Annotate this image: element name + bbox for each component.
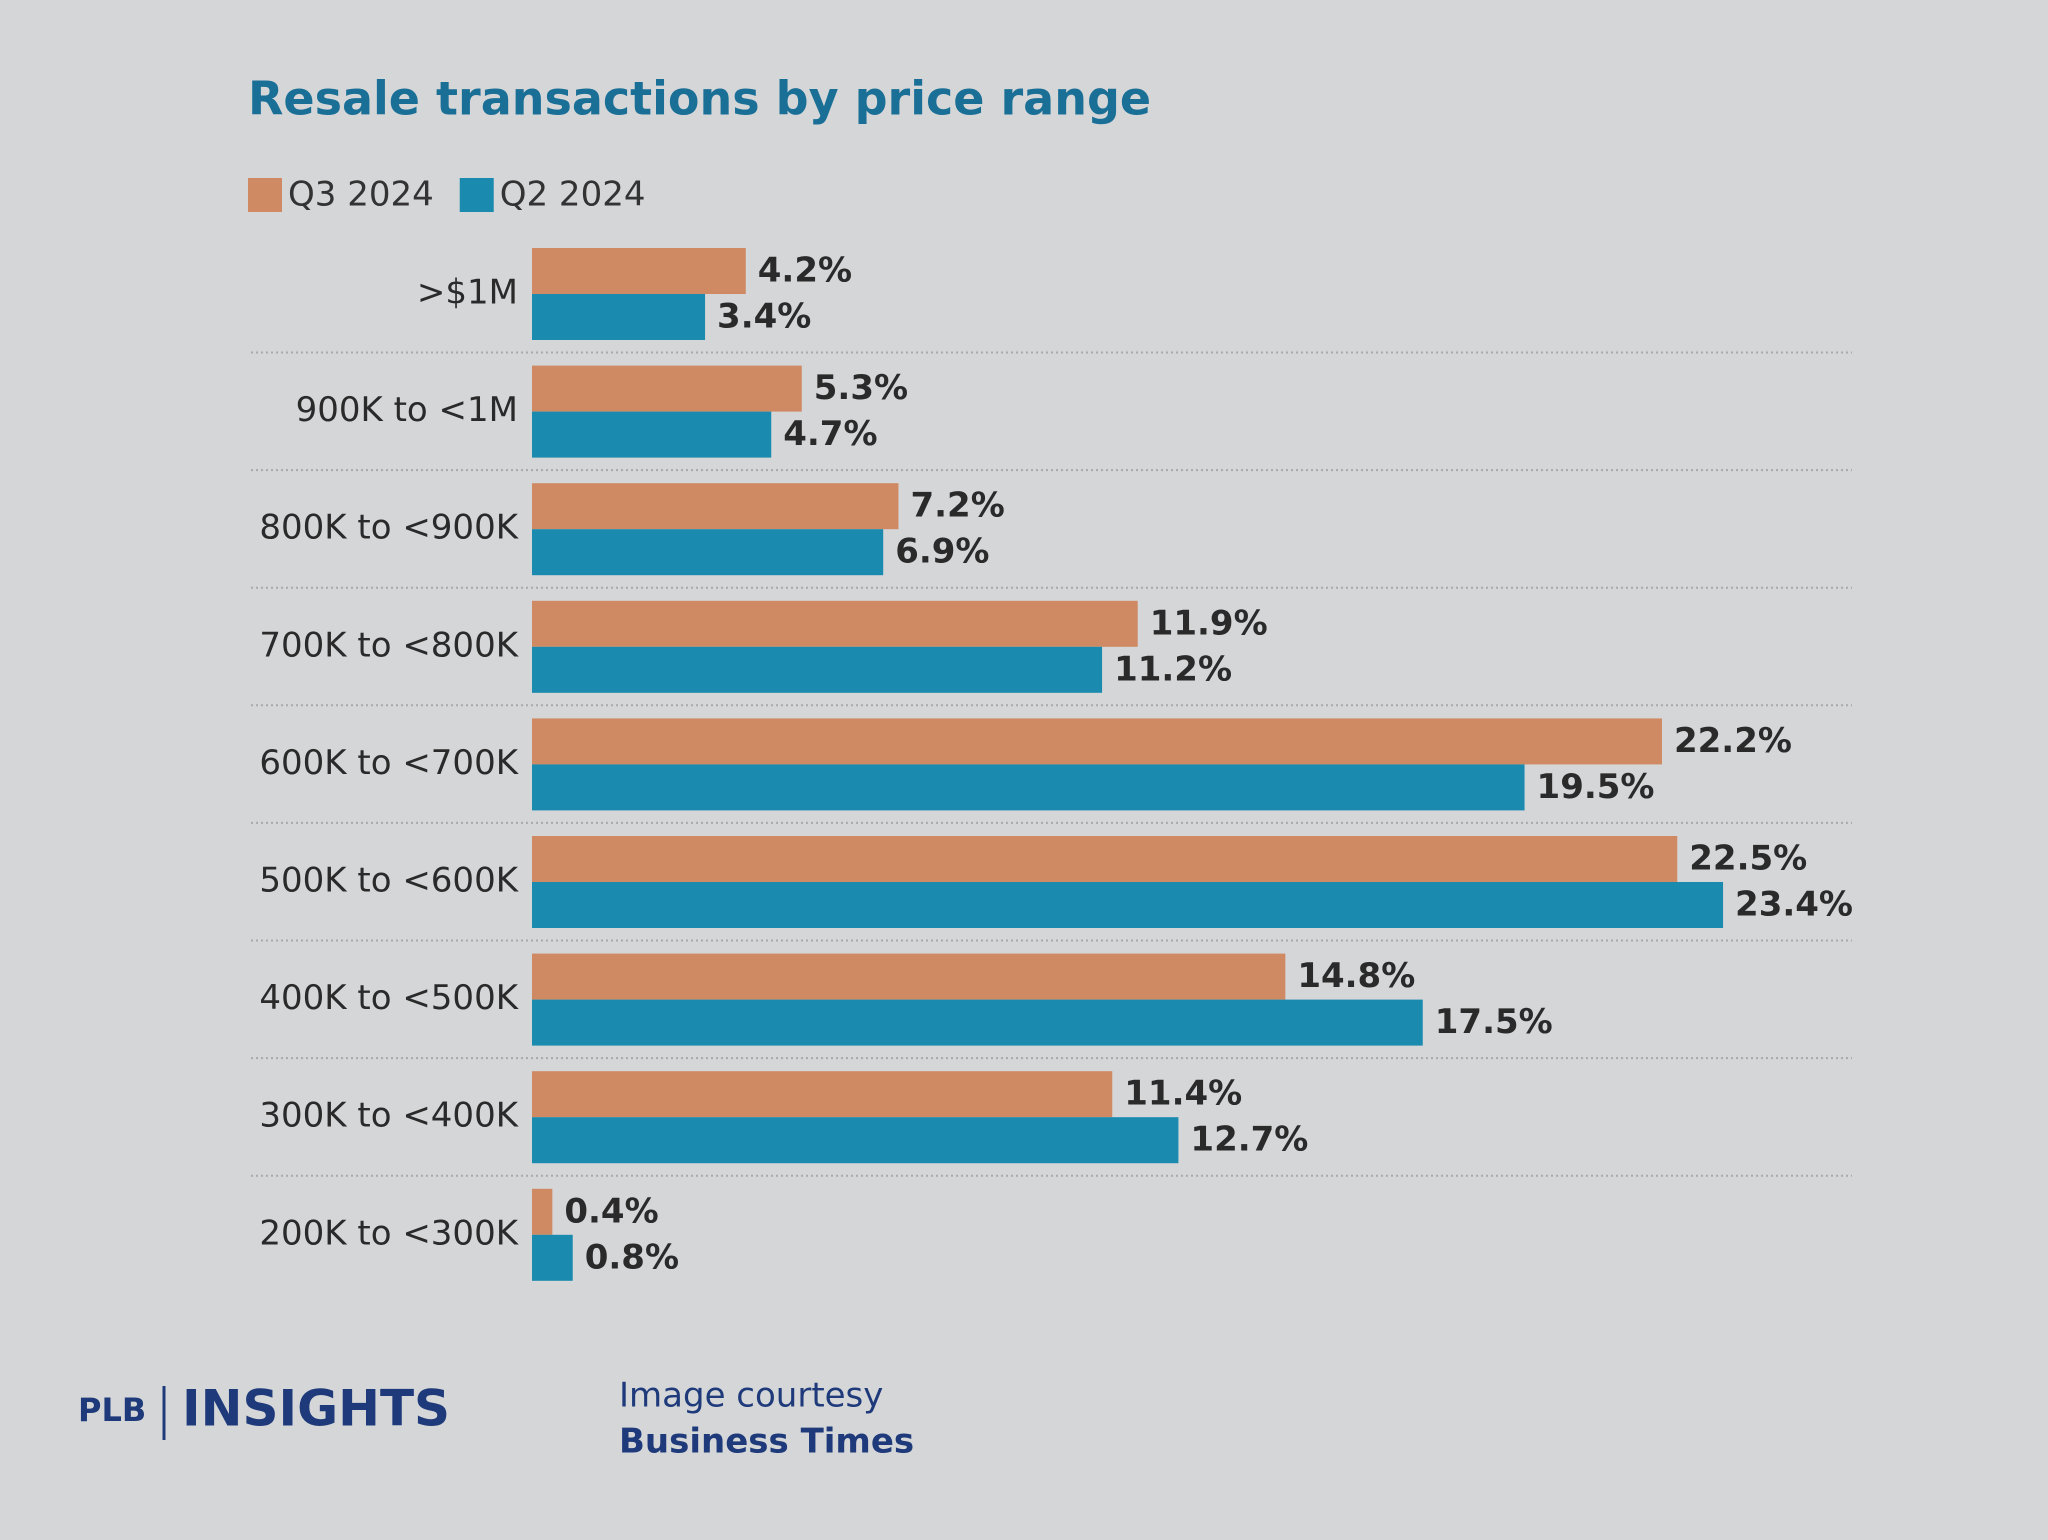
- bar: [532, 1234, 573, 1281]
- category-label: 600K to <700K: [259, 743, 519, 783]
- bar: [532, 1071, 1113, 1118]
- legend-swatch: [459, 178, 494, 212]
- bar: [532, 294, 706, 340]
- category-label: 400K to <500K: [259, 978, 519, 1018]
- bar: [532, 600, 1138, 647]
- value-label: 5.3%: [814, 368, 908, 408]
- value-label: 4.7%: [783, 414, 877, 454]
- brand: PLB: [78, 1391, 146, 1429]
- category-label: 300K to <400K: [259, 1096, 519, 1136]
- bar: [532, 953, 1286, 1000]
- value-label: 23.4%: [1735, 885, 1853, 925]
- value-label: 0.4%: [564, 1191, 658, 1231]
- bar: [532, 882, 1724, 928]
- category-label: 900K to <1M: [296, 390, 518, 430]
- product: INSIGHTS: [182, 1380, 450, 1438]
- bar: [532, 1188, 553, 1235]
- value-label: 0.8%: [585, 1237, 679, 1277]
- value-label: 14.8%: [1297, 956, 1415, 996]
- bar: [532, 999, 1423, 1046]
- value-label: 7.2%: [910, 486, 1004, 526]
- value-label: 11.2%: [1114, 649, 1232, 689]
- category-label: 500K to <600K: [259, 861, 519, 901]
- value-label: 22.2%: [1674, 721, 1792, 761]
- category-label: 800K to <900K: [259, 508, 519, 548]
- value-label: 3.4%: [717, 297, 811, 337]
- chart-title: Resale transactions by price range: [248, 72, 1151, 126]
- bar: [532, 646, 1103, 693]
- value-label: 11.4%: [1124, 1074, 1242, 1114]
- bar: [532, 764, 1525, 811]
- value-label: 19.5%: [1537, 767, 1655, 807]
- bar: [532, 483, 899, 530]
- bar: [532, 529, 884, 576]
- legend-swatch: [248, 178, 282, 212]
- value-label: 17.5%: [1435, 1002, 1553, 1042]
- bar: [532, 365, 802, 412]
- category-label: 700K to <800K: [259, 625, 519, 665]
- credit-line: Image courtesy: [619, 1376, 883, 1416]
- category-label: >$1M: [417, 273, 518, 313]
- bar: [532, 1117, 1179, 1164]
- value-label: 12.7%: [1190, 1120, 1308, 1160]
- value-label: 22.5%: [1689, 839, 1807, 879]
- value-label: 4.2%: [758, 251, 852, 291]
- value-label: 6.9%: [895, 532, 989, 572]
- bar: [532, 718, 1662, 765]
- legend-label: Q2 2024: [500, 175, 646, 215]
- bar: [532, 836, 1678, 882]
- value-label: 11.9%: [1150, 603, 1268, 643]
- credit-source: Business Times: [619, 1422, 914, 1462]
- legend-label: Q3 2024: [288, 175, 434, 215]
- bar: [532, 411, 772, 458]
- category-label: 200K to <300K: [259, 1213, 519, 1253]
- bar: [532, 248, 746, 294]
